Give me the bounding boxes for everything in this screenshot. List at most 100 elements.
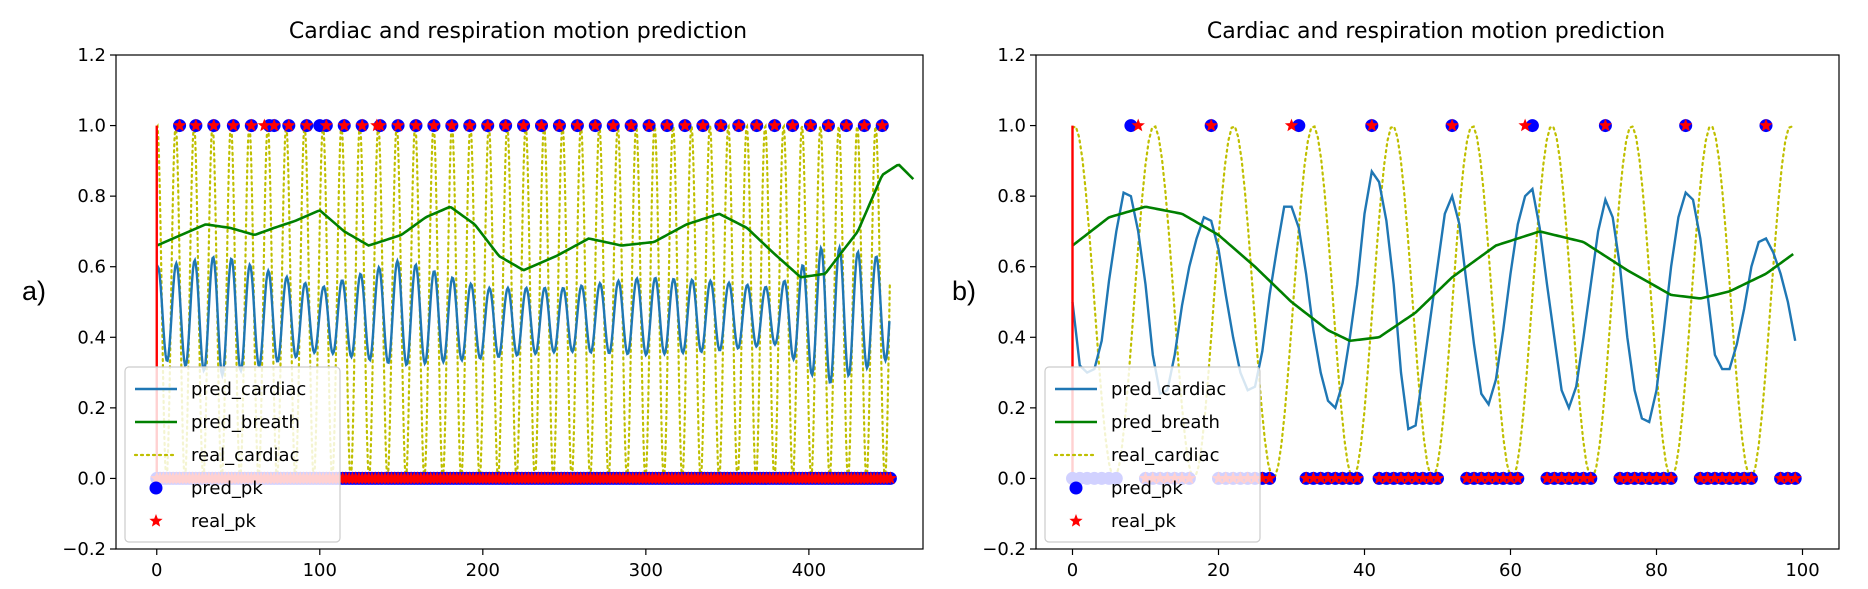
- chart-title-a: Cardiac and respiration motion predictio…: [289, 19, 747, 44]
- real-pk-marker: [1131, 118, 1145, 132]
- x-tick-label: 300: [629, 560, 663, 581]
- real-pk-marker: [172, 118, 187, 132]
- axes-frame-a: [115, 54, 924, 550]
- x-tick-label: 100: [1785, 560, 1819, 581]
- real-pk-marker: [1379, 471, 1394, 485]
- real-pk-marker: [189, 118, 203, 132]
- real-pk-marker: [267, 118, 281, 132]
- real-pk-marker: [1730, 471, 1744, 485]
- real-pk-marker: [1284, 118, 1299, 132]
- real-pk-marker: [1598, 118, 1613, 132]
- real-pk-marker: [552, 118, 567, 132]
- real-pk-marker: [767, 118, 782, 132]
- real-pk-marker: [714, 118, 728, 132]
- legend-label: real_cardiac: [1111, 445, 1219, 466]
- pred-pk-marker: [1525, 119, 1539, 133]
- real-pk-marker: [1314, 471, 1328, 485]
- real-pk-marker: [1657, 471, 1671, 485]
- real-pk-marker: [481, 118, 495, 132]
- legend-label: pred_pk: [191, 478, 263, 499]
- y-tick-label: 1.2: [997, 45, 1026, 66]
- x-tick-label: 80: [1645, 560, 1668, 581]
- real-pk-marker: [207, 118, 221, 132]
- real-pk-marker: [355, 118, 369, 132]
- real-pk-marker: [678, 118, 692, 132]
- real-pk-marker: [1204, 118, 1218, 132]
- real-pk-marker: [732, 118, 746, 132]
- series-real-cardiac: [155, 123, 891, 481]
- y-tick-label: 0.8: [77, 186, 106, 207]
- panel-b: b) Cardiac and respiration motion predic…: [952, 19, 1840, 581]
- real-pk-marker: [821, 118, 836, 132]
- real-pk-marker: [1503, 471, 1518, 485]
- y-tick-label: 0.0: [997, 468, 1026, 489]
- real-pk-marker: [244, 118, 258, 132]
- y-tick-label: 1.0: [997, 116, 1026, 137]
- real-pk-marker: [1401, 471, 1415, 485]
- real-pk-marker: [1540, 471, 1554, 485]
- axes-a: −0.2 0.0 0.2 0.4 0.6 0.8 1.0 1.2 0 100 200 300 400: [62, 45, 924, 581]
- real-pk-marker: [1700, 471, 1715, 485]
- y-tick-label: 1.0: [77, 116, 106, 137]
- real-pk-marker: [1460, 471, 1474, 485]
- real-pk-marker: [534, 118, 549, 132]
- axes-b: −0.2 0.0 0.2 0.4 0.6 0.8 1.0 1.2 0 20 40 60 80 100: [982, 45, 1840, 581]
- real-pk-marker: [1554, 471, 1569, 485]
- real-pk-marker: [1722, 471, 1737, 485]
- real-pk-marker: [1481, 471, 1496, 485]
- real-pk-marker: [1708, 471, 1722, 485]
- real-pk-marker: [875, 118, 889, 132]
- real-pk-marker: [1737, 471, 1751, 485]
- y-tick-label: 0.6: [997, 257, 1026, 278]
- panel-label-b: b): [952, 276, 976, 306]
- legend-label: real_cardiac: [191, 445, 299, 466]
- real-pk-marker: [857, 118, 871, 132]
- y-tick-label: 0.6: [77, 257, 106, 278]
- x-tick-label: 0: [151, 560, 162, 581]
- real-pk-marker: [427, 118, 441, 132]
- real-pk-marker: [696, 118, 710, 132]
- legend-label: real_pk: [1111, 511, 1177, 532]
- x-tick-label: 200: [466, 560, 500, 581]
- legend-b: pred_cardiac pred_breath real_cardiac pred_…: [1044, 366, 1261, 543]
- y-tick-label: 0.4: [77, 327, 106, 348]
- series-pred-breath: [1071, 205, 1794, 342]
- real-pk-marker: [1562, 471, 1576, 485]
- legend-box: [124, 366, 341, 543]
- real-pk-marker: [1489, 471, 1503, 485]
- real-pk-marker: [1620, 471, 1634, 485]
- real-pk-marker: [516, 118, 531, 132]
- real-pk-marker: [1569, 471, 1583, 485]
- real-pk-marker: [1408, 471, 1423, 485]
- real-pk-marker: [409, 118, 423, 132]
- real-pk-marker: [1328, 471, 1342, 485]
- real-pk-marker: [1715, 471, 1729, 485]
- real-pk-marker: [391, 118, 405, 132]
- x-tick-label: 60: [1499, 560, 1522, 581]
- panel-a: a) Cardiac and respiration motion predic…: [22, 19, 924, 581]
- real-pk-marker: [1547, 471, 1561, 485]
- real-pk-marker: [1576, 471, 1591, 485]
- real-pk-marker: [337, 118, 351, 132]
- real-pk-marker: [1372, 471, 1386, 485]
- legend-a: pred_cardiac pred_breath real_cardiac pred_…: [124, 366, 341, 543]
- real-pk-marker: [1496, 471, 1510, 485]
- real-pk-marker: [1759, 118, 1773, 132]
- legend-swatch-pred-pk: [149, 481, 163, 495]
- real-pk-marker: [660, 118, 674, 132]
- real-pk-marker: [1649, 471, 1664, 485]
- real-pk-marker: [319, 118, 333, 132]
- panel-label-a: a): [22, 276, 46, 306]
- real-pk-marker: [463, 118, 477, 132]
- x-tick-label: 0: [1067, 560, 1078, 581]
- real-pk-marker: [883, 471, 898, 485]
- x-tick-label: 100: [303, 560, 337, 581]
- real-pk-marker: [588, 118, 602, 132]
- legend-swatch-real-pk: [1069, 514, 1083, 527]
- real-pk-marker: [839, 118, 854, 132]
- real-pk-marker: [1343, 471, 1357, 485]
- real-pk-marker: [1613, 471, 1627, 485]
- y-tick-label: −0.2: [62, 539, 106, 560]
- real-pk-marker: [1773, 471, 1788, 485]
- real-pk-marker: [1584, 471, 1598, 485]
